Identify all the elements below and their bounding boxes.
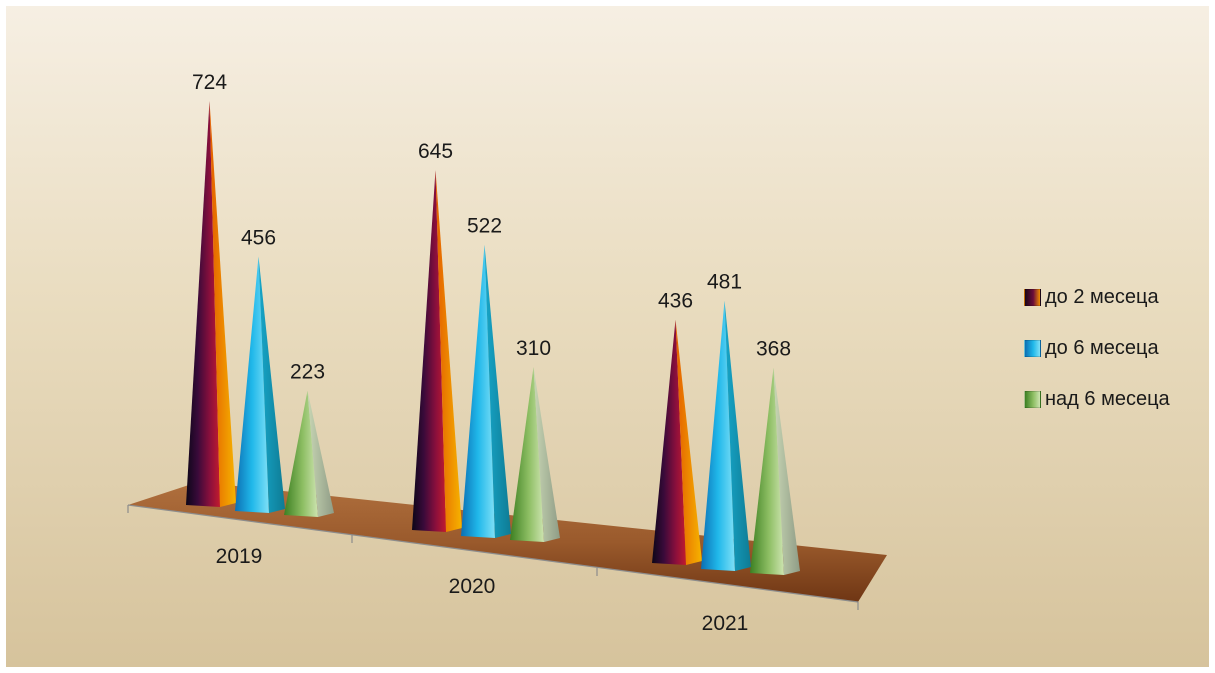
pyramid-face-left — [412, 170, 446, 532]
pyramid-2020-series-0 — [412, 170, 462, 532]
legend-item-2: над 6 месеца — [1024, 388, 1170, 410]
pyramid-2020-series-1 — [461, 244, 511, 538]
category-label-2020: 2020 — [449, 575, 496, 598]
pyramid-face-left — [652, 319, 686, 565]
pyramid-face-right — [307, 390, 334, 517]
legend-swatch-2 — [1024, 390, 1041, 408]
legend-label-1: до 6 месеца — [1045, 336, 1159, 359]
data-label-2019-series-1: 456 — [241, 227, 276, 250]
data-label-2020-series-1: 522 — [467, 215, 502, 238]
category-label-2019: 2019 — [216, 545, 263, 568]
data-label-2021-series-0: 436 — [658, 290, 693, 313]
legend-swatch-0 — [1024, 288, 1041, 306]
pyramid-2021-series-0 — [652, 319, 702, 565]
x-axis-line — [127, 504, 859, 603]
chart-svg: 724 456 223 645 522 310 436 481 368 2019 2020 2021 — [127, 71, 887, 635]
pyramid-2020-series-2 — [510, 367, 560, 542]
legend-item-1: до 6 месеца — [1024, 337, 1170, 359]
pyramid-2019-series-2 — [284, 390, 334, 517]
pyramid-face-right — [533, 367, 560, 542]
pyramid-2019-series-1 — [235, 256, 285, 513]
pyramid-2019-series-0 — [186, 101, 236, 508]
data-label-2021-series-1: 481 — [707, 271, 742, 294]
pyramid-2021-series-1 — [701, 300, 751, 571]
pyramid-face-right — [435, 170, 462, 532]
legend-label-0: до 2 месеца — [1045, 285, 1159, 308]
pyramid-face-right — [258, 256, 285, 513]
data-label-2020-series-0: 645 — [418, 140, 453, 163]
pyramid-face-right — [773, 367, 800, 575]
pyramid-face-right — [209, 101, 236, 508]
data-label-2019-series-2: 223 — [290, 361, 325, 384]
pyramid-face-left — [701, 300, 735, 571]
pyramid-face-left — [186, 101, 220, 508]
pyramid-face-left — [510, 367, 544, 542]
pyramid-face-right — [484, 244, 511, 538]
legend: до 2 месеца до 6 месеца над 6 месеца — [1024, 286, 1170, 439]
pyramid-face-right — [675, 319, 702, 565]
pyramid-face-left — [461, 244, 495, 538]
pyramid-face-left — [235, 256, 269, 513]
pyramid-face-left — [284, 390, 318, 517]
data-label-2020-series-2: 310 — [516, 337, 551, 360]
pyramid-face-left — [750, 367, 784, 575]
legend-label-2: над 6 месеца — [1045, 387, 1170, 410]
pyramid-face-right — [724, 300, 751, 571]
category-label-2021: 2021 — [702, 612, 749, 635]
chart-area: 724 456 223 645 522 310 436 481 368 2019 2020 2021… — [6, 6, 1209, 667]
legend-swatch-1 — [1024, 339, 1041, 357]
data-label-2019-series-0: 724 — [192, 71, 227, 94]
legend-item-0: до 2 месеца — [1024, 286, 1170, 308]
data-label-2021-series-2: 368 — [756, 338, 791, 361]
pyramid-2021-series-2 — [750, 367, 800, 575]
